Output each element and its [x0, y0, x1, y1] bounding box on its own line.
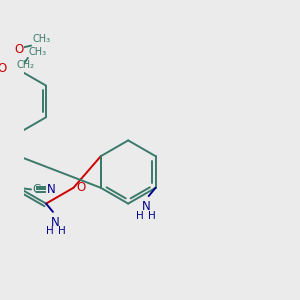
Text: CH₂: CH₂: [16, 60, 34, 70]
Text: N: N: [51, 216, 60, 229]
Text: O: O: [0, 62, 6, 75]
Text: O: O: [14, 43, 23, 56]
Text: CH₃: CH₃: [29, 47, 47, 57]
Text: O: O: [77, 181, 86, 194]
Text: H: H: [46, 226, 53, 236]
Text: H: H: [148, 211, 156, 220]
Text: N: N: [142, 200, 150, 213]
Text: CH₃: CH₃: [32, 34, 51, 44]
Text: C: C: [32, 183, 40, 196]
Text: H: H: [136, 211, 144, 220]
Text: N: N: [47, 183, 56, 196]
Text: H: H: [58, 226, 66, 236]
